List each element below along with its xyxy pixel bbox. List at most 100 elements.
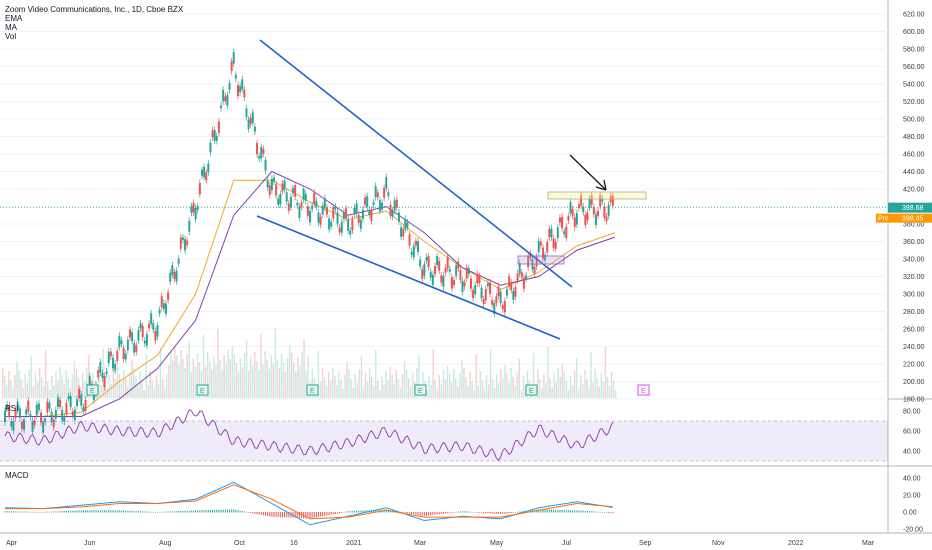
macd-hist-bar <box>245 511 247 513</box>
volume-bar <box>377 381 379 398</box>
volume-bar <box>270 355 272 398</box>
macd-hist-bar <box>550 509 552 513</box>
candle-body <box>196 206 199 210</box>
macd-hist-bar <box>243 511 245 513</box>
candle-body <box>56 397 59 407</box>
macd-hist-bar <box>307 512 309 519</box>
x-tick-label: Aug <box>159 540 172 547</box>
macd-hist-bar <box>428 512 430 516</box>
volume-bar <box>217 329 219 398</box>
candle-body <box>446 256 449 269</box>
indicator-vol[interactable]: Vol <box>5 32 17 41</box>
macd-hist-bar <box>214 509 216 513</box>
volume-bar <box>207 352 209 398</box>
volume-bar <box>81 373 84 398</box>
macd-hist-bar <box>328 512 330 516</box>
ma-line <box>5 170 616 417</box>
candle-body <box>563 231 566 235</box>
candle-body <box>387 192 390 197</box>
volume-bar <box>442 370 445 398</box>
macd-hist-bar <box>82 510 84 513</box>
volume-bar <box>364 373 367 398</box>
volume-bar <box>174 347 176 398</box>
volume-bar <box>440 384 443 398</box>
candle-body <box>516 273 519 281</box>
macd-hist-bar <box>180 510 182 513</box>
macd-hist-bar <box>116 510 118 513</box>
candle-body <box>61 410 64 421</box>
volume-bar <box>202 335 205 398</box>
volume-bar <box>516 372 518 398</box>
macd-hist-bar <box>375 509 377 513</box>
candle-body <box>67 396 70 400</box>
volume-bar <box>453 369 455 398</box>
candle-body <box>76 399 79 406</box>
volume-bar <box>241 367 244 398</box>
volume-bar <box>395 370 397 398</box>
candle-body <box>548 229 551 238</box>
volume-bar <box>405 369 408 398</box>
macd-hist-bar <box>57 511 59 513</box>
volume-bar <box>194 367 197 398</box>
volume-bar <box>311 369 313 398</box>
macd-hist-bar <box>373 510 375 513</box>
candle-body <box>82 407 85 412</box>
macd-hist-bar <box>265 512 267 516</box>
volume-bar <box>500 369 502 398</box>
volume-bar <box>159 348 162 398</box>
macd-hist-bar <box>555 509 557 513</box>
candle-body <box>173 271 176 280</box>
macd-hist-bar <box>481 512 483 513</box>
candle-body <box>283 180 286 190</box>
macd-hist-bar <box>127 510 129 513</box>
macd-hist-bar <box>487 512 489 514</box>
macd-hist-bar <box>29 511 31 513</box>
candle-body <box>10 420 13 427</box>
candle-body <box>105 371 108 375</box>
x-tick-label: Nov <box>712 540 725 547</box>
candle-body <box>541 247 544 259</box>
candle-body <box>304 193 307 201</box>
candle-body <box>298 206 301 218</box>
candle-body <box>577 204 580 209</box>
candle-body <box>561 216 564 229</box>
candle-body <box>139 323 142 329</box>
candle-body <box>116 351 119 361</box>
earnings-marker <box>86 384 99 396</box>
macd-hist-bar <box>400 511 402 513</box>
macd-hist-bar <box>148 511 150 513</box>
volume-bar <box>469 372 471 398</box>
rsi-band <box>0 421 888 461</box>
candle-body <box>605 216 608 222</box>
candle-body <box>243 89 246 98</box>
candle-body <box>205 172 208 181</box>
candle-body <box>381 202 384 210</box>
indicator-ma[interactable]: MA <box>5 23 17 32</box>
volume-bar <box>6 385 8 398</box>
volume-bar <box>569 376 572 398</box>
macd-hist-bar <box>606 512 608 513</box>
candle-body <box>493 303 496 314</box>
macd-hist-bar <box>595 511 597 513</box>
volume-bar <box>473 390 475 398</box>
volume-bar <box>268 369 270 398</box>
macd-hist-bar <box>603 512 605 513</box>
candle-body <box>404 218 407 230</box>
volume-bar <box>98 376 100 398</box>
indicator-ema[interactable]: EMA <box>5 14 23 23</box>
volume-bar <box>2 368 4 398</box>
candle-body <box>150 313 153 325</box>
candle-body <box>374 186 377 198</box>
volume-bar <box>278 368 281 398</box>
y-tick-label: 260.00 <box>903 327 925 334</box>
macd-hist-bar <box>95 510 97 513</box>
macd-hist-bar <box>305 512 307 519</box>
volume-bar <box>325 386 328 398</box>
macd-hist-bar <box>447 512 449 514</box>
volume-bar <box>494 388 496 398</box>
macd-hist-bar <box>570 510 572 513</box>
volume-bar <box>510 368 512 398</box>
volume-bar <box>342 389 344 398</box>
volume-bar <box>338 371 340 398</box>
